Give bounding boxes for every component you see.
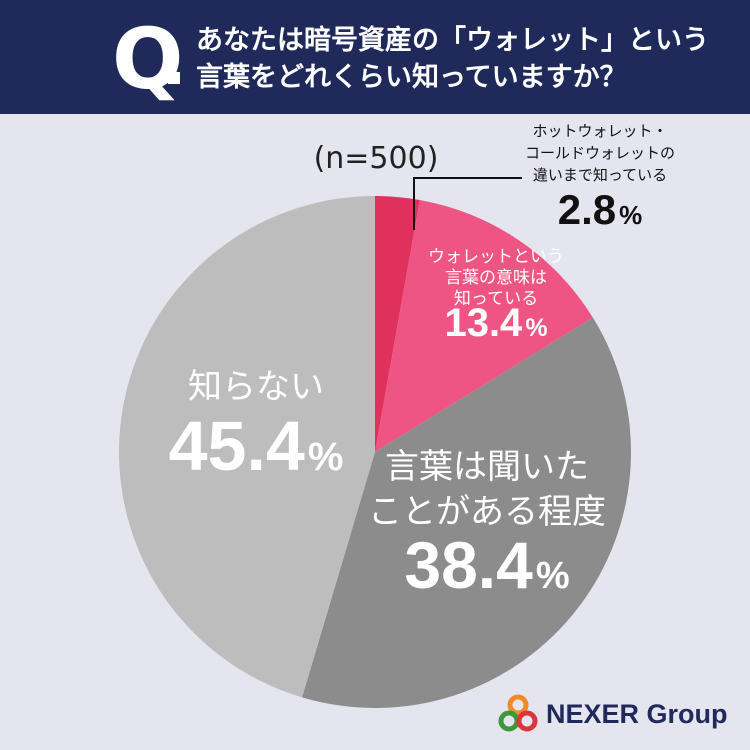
slice-value-knows-meaning: 13.4% [444,301,547,345]
pie-slice-dont-know [118,196,375,698]
slice-label-knows-meaning: 知っている [454,289,538,309]
slice-label-heard-of: 言葉は聞いた [385,447,589,487]
pie-slice-hot-cold-wallet [375,196,420,452]
nexer-logo-icon [498,694,538,732]
slice-value-heard-of: 38.4% [404,528,569,602]
slice-label-hot-cold-wallet: 違いまで知っている [533,166,667,184]
pie-slice-knows-meaning [375,199,593,452]
slice-label-hot-cold-wallet: コールドウォレットの [525,144,675,162]
slice-label-knows-meaning: 言葉の意味は [445,268,547,288]
nexer-logo: NEXER Group [498,692,728,736]
question-line-1: あなたは暗号資産の「ウォレット」という [196,25,709,56]
slice-value-hot-cold-wallet: 2.8% [558,186,643,233]
q-mark: Q [112,10,184,108]
slice-label-hot-cold-wallet: ホットウォレット・ [532,122,667,140]
slice-label-heard-of: ことがある程度 [368,492,606,532]
question-line-2: 言葉をどれくらい知っていますか？ [196,62,627,93]
sample-size-note: (n=500) [314,141,439,176]
question-header: Q あなたは暗号資産の「ウォレット」という 言葉をどれくらい知っていますか？ [0,0,750,114]
q-dot [168,72,180,84]
slice-label-knows-meaning: ウォレットという [428,247,564,267]
leader-line [413,177,522,230]
slice-label-dont-know: 知らない [188,367,324,407]
nexer-logo-text: NEXER Group [546,698,728,729]
question-text: あなたは暗号資産の「ウォレット」という 言葉をどれくらい知っていますか？ [196,22,716,96]
slice-value-dont-know: 45.4% [169,407,344,485]
pie-slice-heard-of [302,317,632,708]
